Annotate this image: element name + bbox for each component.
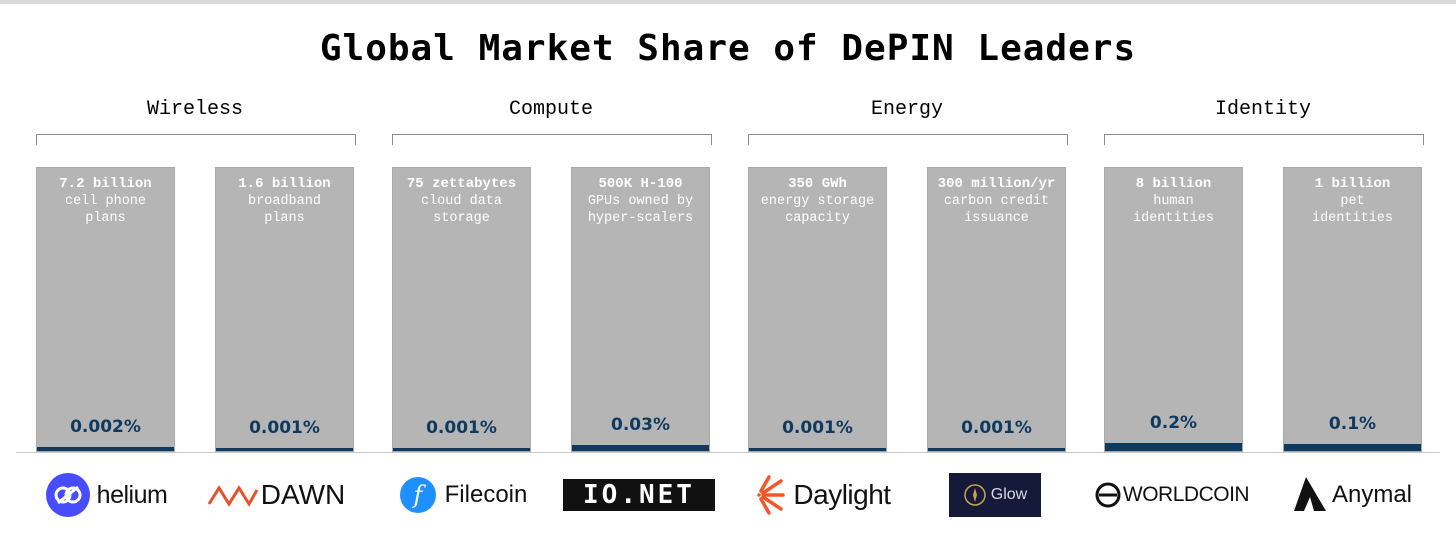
glow-badge: Glow — [949, 473, 1041, 517]
total-market-bar: 7.2 billion cell phone plans 0.002% — [36, 167, 175, 452]
market-desc-line-1: GPUs owned by — [587, 194, 694, 209]
group-label-energy: Energy — [870, 98, 943, 121]
total-market-bar: 300 million/yr carbon credit issuance 0.001… — [927, 167, 1066, 452]
market-size-label: 1 billion — [1314, 176, 1391, 192]
market-desc-line-2: storage — [433, 211, 490, 226]
share-percent-label: 0.001% — [782, 418, 853, 438]
anymal-icon — [1293, 477, 1326, 511]
bar-description: 1.6 billion broadband plans — [216, 176, 353, 227]
logo-filecoin-text: Filecoin — [444, 481, 528, 508]
group-label-wireless: Wireless — [146, 98, 243, 121]
logo-ionet-text: IO.NET — [583, 480, 695, 510]
market-desc-line-2: capacity — [785, 211, 850, 226]
share-fill-bar — [393, 448, 530, 451]
glow-emblem-icon — [964, 484, 986, 506]
logo-dawn: DAWN — [196, 470, 356, 520]
market-desc-line-1: cell phone — [64, 194, 146, 209]
market-desc-line-1: broadband — [248, 194, 321, 209]
ionet-badge: IO.NET — [563, 479, 715, 511]
market-size-label: 75 zettabytes — [406, 176, 517, 192]
bar-description: 7.2 billion cell phone plans — [37, 176, 174, 227]
market-desc-line-1: carbon credit — [943, 194, 1050, 209]
share-fill-bar — [216, 448, 353, 451]
market-size-label: 1.6 billion — [238, 176, 331, 192]
bar-description: 75 zettabytes cloud data storage — [393, 176, 530, 227]
share-percent-label: 0.1% — [1328, 414, 1377, 434]
share-percent-label: 0.002% — [70, 417, 141, 437]
logo-ionet: IO.NET — [562, 470, 716, 520]
daylight-sunburst-icon — [757, 475, 786, 515]
bar-description: 8 billion human identities — [1105, 176, 1242, 227]
x-baseline — [16, 452, 1440, 453]
group-label-identity: Identity — [1214, 98, 1311, 121]
market-desc-line-1: human — [1153, 194, 1194, 209]
worldcoin-icon — [1095, 482, 1121, 508]
share-percent-label: 0.001% — [426, 418, 497, 438]
group-label-compute: Compute — [508, 98, 593, 121]
logo-helium: helium — [36, 470, 176, 520]
market-desc-line-1: pet — [1340, 194, 1365, 209]
share-fill-bar — [1284, 444, 1421, 451]
share-fill-bar — [749, 448, 886, 451]
logo-anymal: Anymal — [1282, 470, 1422, 520]
group-bracket-identity — [1104, 134, 1424, 145]
logo-glow: Glow — [948, 470, 1042, 520]
logo-glow-text: Glow — [990, 486, 1028, 503]
market-desc-line-2: plans — [264, 211, 305, 226]
market-size-label: 8 billion — [1135, 176, 1212, 192]
group-bracket-energy — [748, 134, 1068, 145]
market-desc-line-1: cloud data — [420, 194, 502, 209]
market-desc-line-2: hyper-scalers — [587, 211, 694, 226]
logo-worldcoin: WORLDCOIN — [1092, 470, 1252, 520]
share-fill-bar — [572, 445, 709, 451]
logo-worldcoin-text: WORLDCOIN — [1122, 483, 1250, 506]
filecoin-icon: f — [399, 477, 436, 513]
market-desc-line-1: energy storage — [760, 194, 875, 209]
share-fill-bar — [37, 447, 174, 451]
top-divider — [0, 0, 1456, 4]
logo-anymal-text: Anymal — [1331, 481, 1413, 508]
share-fill-bar — [1105, 443, 1242, 451]
bar-description: 500K H-100 GPUs owned by hyper-scalers — [572, 176, 709, 227]
share-percent-label: 0.001% — [961, 418, 1032, 438]
helium-icon — [45, 473, 90, 517]
dawn-wave-icon — [207, 485, 259, 507]
bar-description: 1 billion pet identities — [1284, 176, 1421, 227]
logo-helium-text: helium — [96, 480, 168, 509]
market-desc-line-2: plans — [85, 211, 126, 226]
total-market-bar: 350 GWh energy storage capacity 0.001% — [748, 167, 887, 452]
share-percent-label: 0.2% — [1149, 413, 1198, 433]
bar-description: 350 GWh energy storage capacity — [749, 176, 886, 227]
market-desc-line-2: issuance — [964, 211, 1029, 226]
group-bracket-compute — [392, 134, 712, 145]
share-percent-label: 0.001% — [249, 418, 320, 438]
market-desc-line-2: identities — [1311, 211, 1393, 226]
total-market-bar: 1.6 billion broadband plans 0.001% — [215, 167, 354, 452]
total-market-bar: 1 billion pet identities 0.1% — [1283, 167, 1422, 452]
share-percent-label: 0.03% — [611, 415, 670, 435]
chart-title: Global Market Share of DePIN Leaders — [319, 28, 1137, 69]
market-size-label: 500K H-100 — [598, 176, 683, 192]
market-size-label: 300 million/yr — [937, 176, 1056, 192]
total-market-bar: 75 zettabytes cloud data storage 0.001% — [392, 167, 531, 452]
logo-dawn-text: DAWN — [260, 479, 346, 510]
logo-filecoin: f Filecoin — [388, 470, 538, 520]
logo-daylight: Daylight — [742, 470, 904, 520]
market-size-label: 7.2 billion — [59, 176, 152, 192]
total-market-bar: 500K H-100 GPUs owned by hyper-scalers 0.03… — [571, 167, 710, 452]
logo-daylight-text: Daylight — [793, 479, 891, 510]
market-desc-line-2: identities — [1132, 211, 1214, 226]
bar-description: 300 million/yr carbon credit issuance — [928, 176, 1065, 227]
market-size-label: 350 GWh — [788, 176, 847, 192]
share-fill-bar — [928, 448, 1065, 451]
group-bracket-wireless — [36, 134, 356, 145]
total-market-bar: 8 billion human identities 0.2% — [1104, 167, 1243, 452]
